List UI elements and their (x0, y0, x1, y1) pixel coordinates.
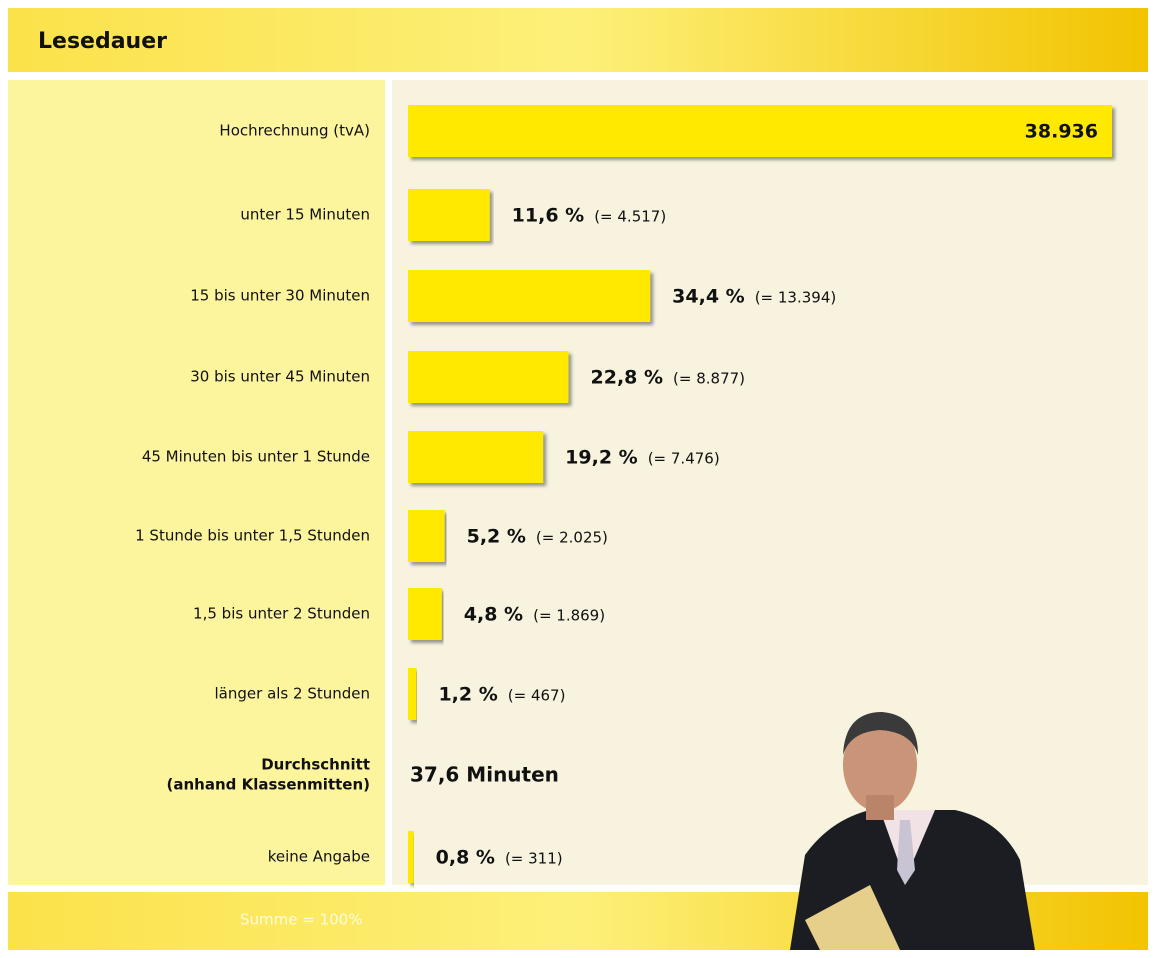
total-label: 38.936 (1025, 121, 1098, 143)
count-label: (= 311) (505, 850, 563, 868)
bar (408, 351, 569, 403)
value-label: 4,8 % (464, 604, 523, 626)
value-label: 22,8 % (591, 367, 664, 389)
category-label: 45 Minuten bis unter 1 Stunde (142, 448, 370, 466)
value-label: 11,6 % (512, 205, 585, 227)
category-label: unter 15 Minuten (240, 206, 370, 224)
average-label: Durchschnitt (261, 756, 370, 774)
bar (408, 668, 416, 720)
bar (408, 588, 442, 640)
count-label: (= 2.025) (536, 529, 608, 547)
bar (408, 431, 543, 483)
total-bar (408, 105, 1112, 157)
count-label: (= 13.394) (755, 289, 837, 307)
count-label: (= 1.869) (533, 607, 605, 625)
count-label: (= 467) (508, 687, 566, 705)
value-label: 34,4 % (672, 286, 745, 308)
average-label: (anhand Klassenmitten) (166, 776, 370, 794)
category-label: Hochrechnung (tvA) (219, 122, 370, 140)
bar (408, 270, 650, 322)
category-label: 1,5 bis unter 2 Stunden (193, 605, 370, 623)
bar (408, 831, 414, 883)
value-label: 19,2 % (565, 447, 638, 469)
category-label: 1 Stunde bis unter 1,5 Stunden (135, 527, 370, 545)
chart: Lesedauer Summe = 100% Hochrechnung (tvA… (0, 0, 1156, 958)
value-label: 1,2 % (438, 684, 497, 706)
category-label: 30 bis unter 45 Minuten (190, 368, 370, 386)
bar (408, 510, 445, 562)
chart-title: Lesedauer (38, 29, 167, 54)
count-label: (= 8.877) (673, 370, 745, 388)
footer-text: Summe = 100% (240, 911, 362, 929)
value-label: 5,2 % (467, 526, 526, 548)
category-label: keine Angabe (268, 848, 370, 866)
header-bar (8, 8, 1148, 72)
value-label: 0,8 % (436, 847, 495, 869)
category-label: länger als 2 Stunden (215, 685, 370, 703)
average-value: 37,6 Minuten (410, 763, 559, 787)
count-label: (= 7.476) (648, 450, 720, 468)
count-label: (= 4.517) (594, 208, 666, 226)
category-label: 15 bis unter 30 Minuten (190, 287, 370, 305)
bar (408, 189, 490, 241)
